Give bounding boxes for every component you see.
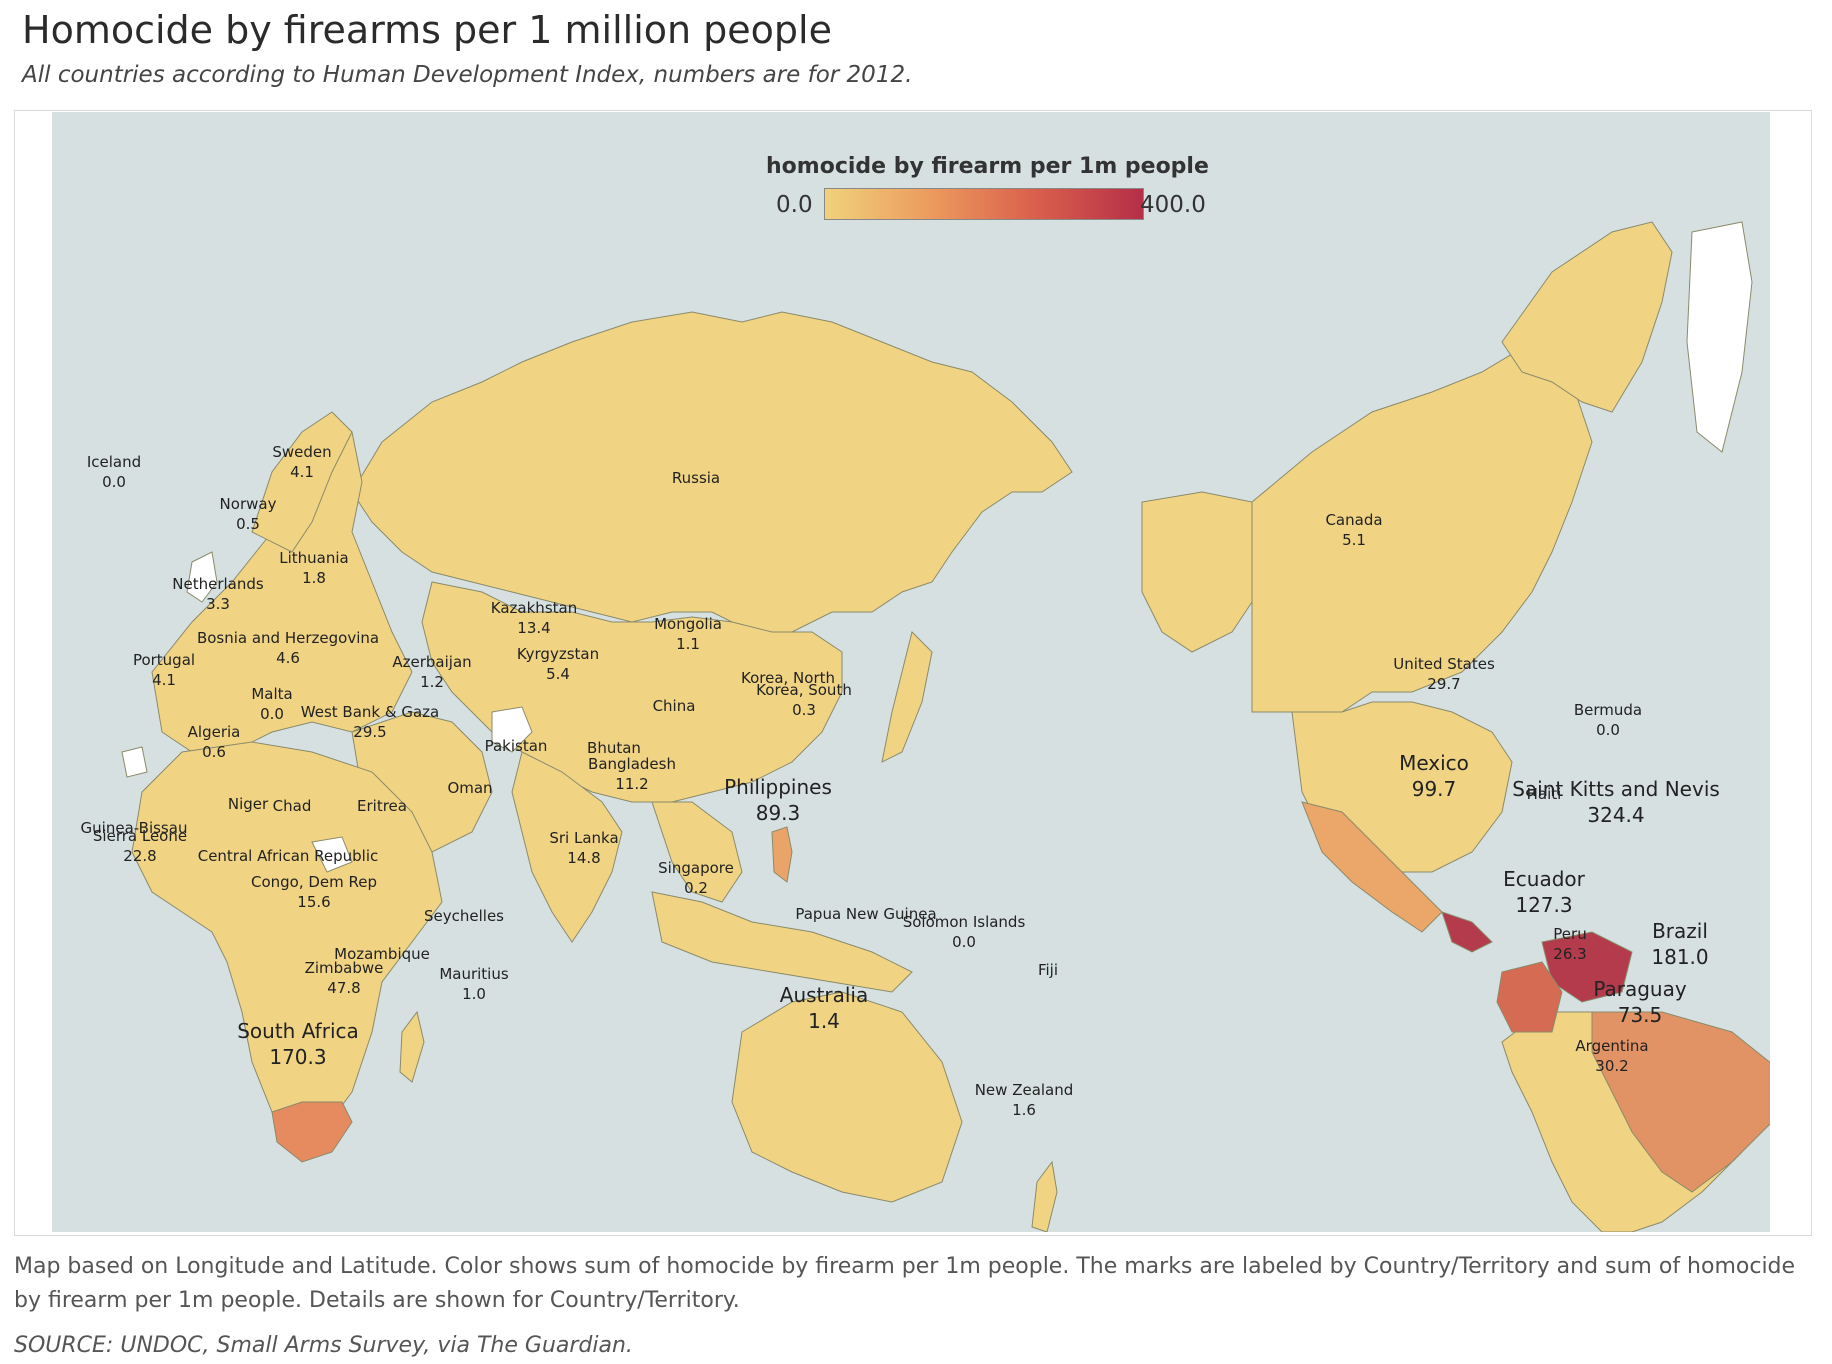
label-saint-kitts-and-nevis[interactable]: Saint Kitts and Nevis 324.4 xyxy=(1512,777,1720,827)
label-guinea-bissau[interactable]: Guinea-Bissau xyxy=(80,819,188,837)
label-south-africa[interactable]: South Africa 170.3 xyxy=(237,1019,359,1069)
region-se-asia xyxy=(651,801,743,903)
region-afghanistan xyxy=(491,706,533,753)
region-scandinavia xyxy=(251,411,353,553)
region-mexico xyxy=(1301,801,1443,933)
label-korea-north[interactable]: Korea, North xyxy=(740,669,836,687)
label-kyrgyzstan[interactable]: Kyrgyzstan 5.4 xyxy=(516,645,600,683)
label-australia[interactable]: Australia 1.4 xyxy=(779,983,869,1033)
region-japan xyxy=(881,631,933,763)
source-note: SOURCE: UNDOC, Small Arms Survey, via Th… xyxy=(14,1333,633,1358)
region-madagascar xyxy=(399,1010,425,1083)
label-solomon-islands[interactable]: Solomon Islands 0.0 xyxy=(902,913,1026,951)
label-algeria[interactable]: Algeria 0.6 xyxy=(187,723,241,761)
region-central-america xyxy=(1441,911,1493,953)
region-australia xyxy=(731,991,963,1203)
label-paraguay[interactable]: Paraguay 73.5 xyxy=(1593,977,1687,1027)
label-west-bank-gaza[interactable]: West Bank & Gaza 29.5 xyxy=(300,703,440,741)
label-sweden[interactable]: Sweden 4.1 xyxy=(272,443,332,481)
label-united-states[interactable]: United States 29.7 xyxy=(1393,655,1495,693)
label-singapore[interactable]: Singapore 0.2 xyxy=(658,859,734,897)
label-iceland[interactable]: Iceland 0.0 xyxy=(86,453,142,491)
region-united-kingdom xyxy=(186,551,218,603)
label-haiti[interactable]: Haiti xyxy=(1526,785,1562,803)
region-russia xyxy=(351,311,1073,633)
label-central-african-republic[interactable]: Central African Republic xyxy=(197,847,379,865)
label-mongolia[interactable]: Mongolia 1.1 xyxy=(654,615,722,653)
chart-title: Homocide by firearms per 1 million peopl… xyxy=(22,8,832,52)
label-china[interactable]: China xyxy=(652,697,696,715)
region-greenland xyxy=(1501,221,1673,413)
label-portugal[interactable]: Portugal 4.1 xyxy=(132,651,196,689)
region-western-sahara xyxy=(121,746,148,778)
region-alaska xyxy=(1141,491,1253,653)
label-mauritius[interactable]: Mauritius 1.0 xyxy=(439,965,509,1003)
label-malta[interactable]: Malta 0.0 xyxy=(251,685,293,723)
region-new-zealand xyxy=(1031,1160,1058,1232)
region-india xyxy=(511,751,623,943)
label-norway[interactable]: Norway 0.5 xyxy=(219,495,277,533)
label-eritrea[interactable]: Eritrea xyxy=(357,797,407,815)
legend-gradient-bar xyxy=(824,188,1144,220)
label-korea-south[interactable]: Korea, South 0.3 xyxy=(756,681,852,719)
label-zimbabwe[interactable]: Zimbabwe 47.8 xyxy=(304,959,384,997)
region-sudan xyxy=(311,836,353,873)
map-area[interactable]: homocide by firearm per 1m people 0.0 40… xyxy=(52,112,1770,1232)
label-lithuania[interactable]: Lithuania 1.8 xyxy=(279,549,349,587)
world-map[interactable] xyxy=(52,112,1770,1232)
label-bermuda[interactable]: Bermuda 0.0 xyxy=(1573,701,1643,739)
label-russia[interactable]: Russia xyxy=(671,469,721,487)
label-bosnia-and-herzegovina[interactable]: Bosnia and Herzegovina 4.6 xyxy=(196,629,380,667)
region-greenland-east xyxy=(1686,221,1753,453)
label-argentina[interactable]: Argentina 30.2 xyxy=(1575,1037,1649,1075)
label-kazakhstan[interactable]: Kazakhstan 13.4 xyxy=(490,599,578,637)
label-peru[interactable]: Peru 26.3 xyxy=(1553,925,1587,963)
chart-subtitle: All countries according to Human Develop… xyxy=(22,62,913,88)
label-mexico[interactable]: Mexico 99.7 xyxy=(1399,751,1469,801)
region-brazil xyxy=(1591,1011,1770,1193)
label-pakistan[interactable]: Pakistan xyxy=(484,737,548,755)
label-canada[interactable]: Canada 5.1 xyxy=(1325,511,1383,549)
label-netherlands[interactable]: Netherlands 3.3 xyxy=(172,575,264,613)
map-description: Map based on Longitude and Latitude. Col… xyxy=(14,1254,1796,1313)
label-oman[interactable]: Oman xyxy=(447,779,493,797)
region-philippines xyxy=(771,826,793,883)
legend-max: 400.0 xyxy=(1140,192,1206,218)
label-ecuador[interactable]: Ecuador 127.3 xyxy=(1503,867,1585,917)
label-brazil[interactable]: Brazil 181.0 xyxy=(1651,919,1709,969)
region-africa xyxy=(131,741,443,1143)
region-china xyxy=(421,581,843,803)
region-indonesia xyxy=(651,891,913,993)
label-seychelles[interactable]: Seychelles xyxy=(424,907,504,925)
label-niger[interactable]: Niger xyxy=(227,795,269,813)
color-legend: homocide by firearm per 1m people 0.0 40… xyxy=(712,154,1209,224)
label-new-zealand[interactable]: New Zealand 1.6 xyxy=(974,1081,1074,1119)
label-chad[interactable]: Chad xyxy=(272,797,312,815)
label-bangladesh[interactable]: Bangladesh 11.2 xyxy=(588,755,676,793)
region-south-africa xyxy=(271,1101,353,1163)
legend-min: 0.0 xyxy=(776,192,813,218)
label-fiji[interactable]: Fiji xyxy=(1037,961,1059,979)
label-papua-new-guinea[interactable]: Papua New Guinea xyxy=(795,905,937,923)
label-azerbaijan[interactable]: Azerbaijan 1.2 xyxy=(392,653,472,691)
label-bhutan[interactable]: Bhutan xyxy=(587,739,641,757)
label-sri-lanka[interactable]: Sri Lanka 14.8 xyxy=(549,829,619,867)
label-mozambique[interactable]: Mozambique xyxy=(334,945,430,963)
legend-title: homocide by firearm per 1m people xyxy=(766,154,1209,179)
label-philippines[interactable]: Philippines 89.3 xyxy=(724,775,832,825)
region-colombia xyxy=(1496,961,1563,1033)
label-sierra-leone[interactable]: Sierra Leone 22.8 xyxy=(92,827,188,865)
label-congo-dem-rep[interactable]: Congo, Dem Rep 15.6 xyxy=(250,873,378,911)
